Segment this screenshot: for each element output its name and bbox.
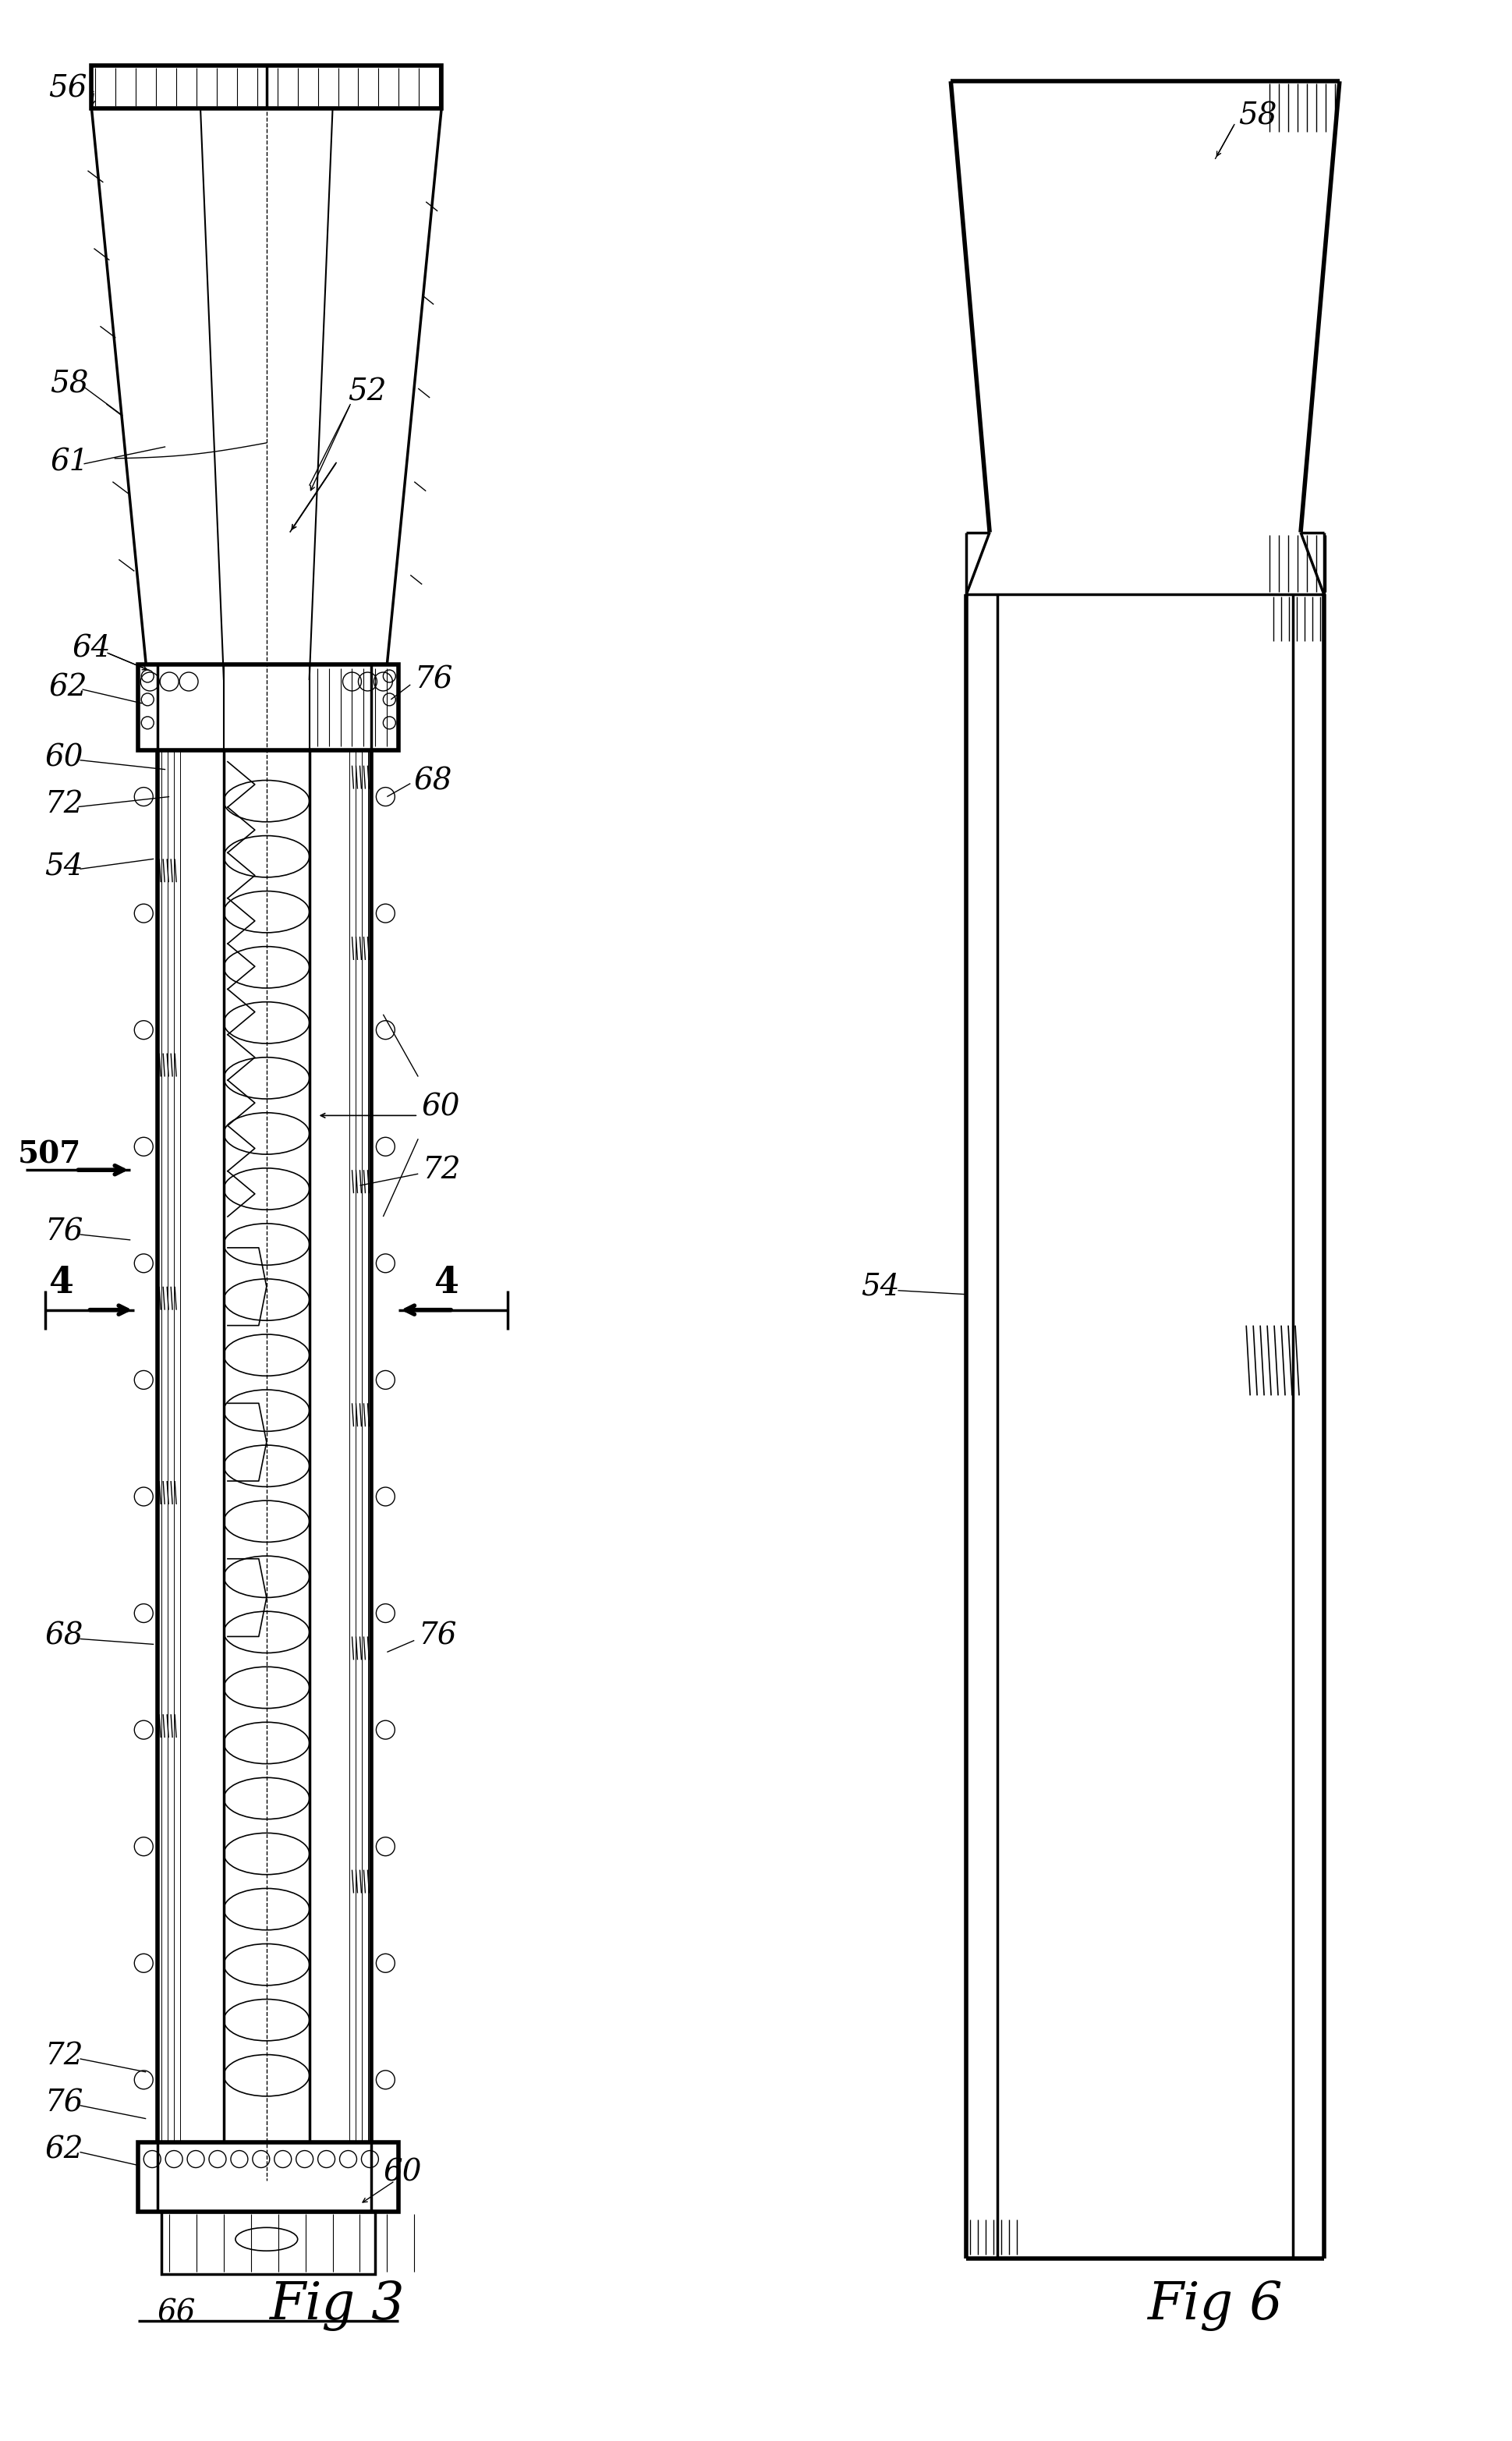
Text: 64: 64 — [73, 635, 110, 664]
Text: 72: 72 — [45, 791, 83, 818]
Text: 60: 60 — [45, 745, 83, 771]
Text: 76: 76 — [45, 2089, 83, 2116]
Text: 4: 4 — [48, 1264, 74, 1301]
Bar — [162, 2212, 375, 2275]
Bar — [92, 66, 442, 107]
Text: 4: 4 — [434, 1264, 458, 1301]
Text: 72: 72 — [422, 1155, 461, 1184]
Text: 61: 61 — [50, 447, 89, 476]
Text: 62: 62 — [45, 2136, 83, 2165]
Text: 507: 507 — [18, 1140, 82, 1169]
Text: 54: 54 — [862, 1272, 900, 1301]
Text: 68: 68 — [414, 766, 454, 796]
Bar — [138, 2143, 399, 2212]
Text: 60: 60 — [383, 2158, 422, 2187]
Text: 76: 76 — [414, 666, 454, 696]
Text: 66: 66 — [157, 2299, 197, 2329]
Text: 76: 76 — [45, 1218, 83, 1247]
Text: 54: 54 — [45, 852, 83, 881]
Text: 58: 58 — [50, 371, 89, 398]
Text: Fig 6: Fig 6 — [1148, 2280, 1282, 2331]
Text: 62: 62 — [48, 674, 88, 703]
Bar — [138, 664, 399, 749]
Text: 76: 76 — [419, 1623, 457, 1650]
Text: 68: 68 — [45, 1623, 83, 1650]
Text: 60: 60 — [422, 1094, 461, 1123]
Text: 58: 58 — [1238, 103, 1278, 132]
Text: 52: 52 — [348, 378, 387, 408]
Text: 56: 56 — [48, 76, 88, 103]
Text: 72: 72 — [45, 2043, 83, 2070]
Text: Fig 3: Fig 3 — [269, 2280, 404, 2331]
